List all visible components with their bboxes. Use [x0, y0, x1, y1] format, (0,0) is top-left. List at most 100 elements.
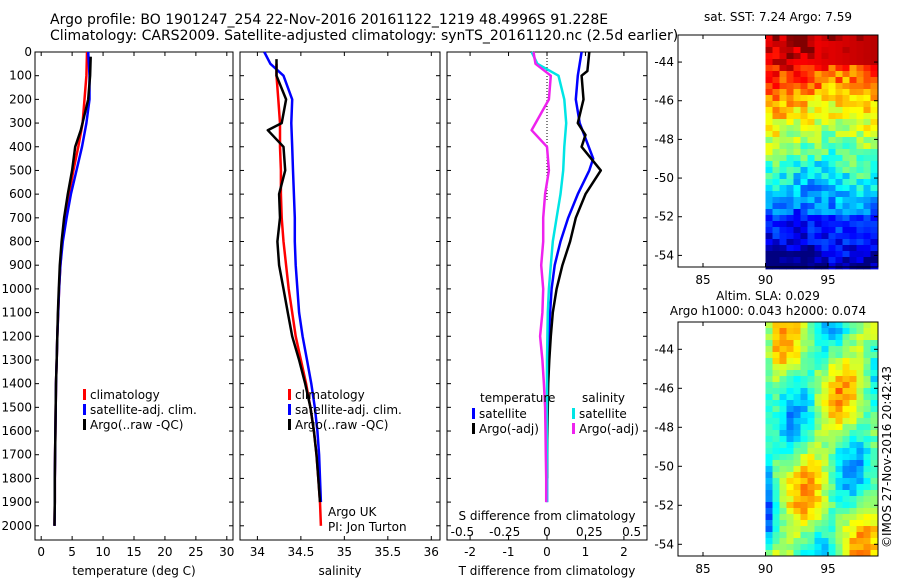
heatmap-cell [807, 263, 815, 270]
heatmap-cell [849, 418, 857, 425]
heatmap-cell [807, 442, 815, 449]
heatmap-cell [765, 113, 773, 120]
sst-map-panel: 85 90 95 -44 -46 -48 -50 -52 -54 sat. SST: 7.24 A… [654, 10, 879, 287]
x-tick-label: 35.5 [374, 545, 401, 559]
heatmap-cell [870, 430, 878, 437]
heatmap-cell [842, 77, 850, 84]
heatmap-cell [856, 358, 864, 365]
heatmap-cell [772, 340, 780, 347]
temperature-axes [34, 51, 234, 541]
heatmap-cell [849, 83, 857, 90]
heatmap-cell [772, 95, 780, 102]
heatmap-cell [828, 370, 836, 377]
heatmap-cell [828, 532, 836, 539]
heatmap-cell [772, 454, 780, 461]
heatmap-cell [842, 239, 850, 246]
y-tick-label: 1200 [1, 329, 32, 343]
heatmap-cell [835, 328, 843, 335]
heatmap-cell [793, 520, 801, 527]
heatmap-cell [821, 215, 829, 222]
heatmap-cell [779, 496, 787, 503]
heatmap-cell [856, 364, 864, 371]
heatmap-cell [793, 179, 801, 186]
heatmap-cell [772, 41, 780, 48]
heatmap-cell [779, 400, 787, 407]
heatmap-cell [842, 346, 850, 353]
heatmap-cell [856, 478, 864, 485]
heatmap-cell [842, 496, 850, 503]
heatmap-cell [849, 245, 857, 252]
heatmap-cell [786, 382, 794, 389]
heatmap-cell [849, 59, 857, 66]
heatmap-cell [814, 346, 822, 353]
heatmap-cell [800, 161, 808, 168]
heatmap-cell [814, 520, 822, 527]
heatmap-cell [793, 352, 801, 359]
heatmap-cell [856, 352, 864, 359]
heatmap-cell [863, 496, 871, 503]
heatmap-cell [835, 508, 843, 515]
heatmap-cell [870, 203, 878, 210]
heatmap-cell [800, 400, 808, 407]
heatmap-cell [863, 185, 871, 192]
heatmap-cell [870, 179, 878, 186]
heatmap-cell [863, 137, 871, 144]
heatmap-cell [821, 125, 829, 132]
heatmap-cell [835, 406, 843, 413]
heatmap-cell [765, 334, 773, 341]
heatmap-cell [870, 209, 878, 216]
heatmap-cell [786, 460, 794, 467]
heatmap-cell [849, 496, 857, 503]
heatmap-cell [849, 544, 857, 551]
heatmap-cell [800, 155, 808, 162]
heatmap-cell [856, 113, 864, 120]
sla-map-cells [765, 322, 879, 557]
heatmap-cell [849, 47, 857, 54]
heatmap-cell [779, 137, 787, 144]
heatmap-cell [793, 436, 801, 443]
heatmap-cell [842, 466, 850, 473]
heatmap-cell [800, 95, 808, 102]
heatmap-cell [793, 191, 801, 198]
heatmap-cell [842, 448, 850, 455]
heatmap-cell [835, 484, 843, 491]
x-tick-label: 35 [337, 545, 352, 559]
heatmap-cell [793, 478, 801, 485]
x-tick-label: 95 [820, 273, 835, 287]
heatmap-cell [772, 442, 780, 449]
heatmap-cell [779, 155, 787, 162]
heatmap-cell [856, 227, 864, 234]
heatmap-cell [842, 221, 850, 228]
heatmap-cell [835, 155, 843, 162]
heatmap-cell [835, 436, 843, 443]
heatmap-cell [772, 484, 780, 491]
heatmap-cell [842, 370, 850, 377]
heatmap-cell [835, 514, 843, 521]
heatmap-cell [765, 221, 773, 228]
heatmap-cell [807, 454, 815, 461]
heatmap-cell [779, 550, 787, 557]
heatmap-cell [786, 352, 794, 359]
heatmap-cell [842, 508, 850, 515]
heatmap-cell [870, 65, 878, 72]
heatmap-cell [828, 346, 836, 353]
heatmap-cell [800, 544, 808, 551]
heatmap-cell [849, 424, 857, 431]
heatmap-cell [828, 239, 836, 246]
heatmap-cell [786, 532, 794, 539]
heatmap-cell [765, 65, 773, 72]
heatmap-cell [842, 382, 850, 389]
heatmap-cell [765, 532, 773, 539]
legend-label: climatology [295, 388, 365, 402]
heatmap-cell [835, 472, 843, 479]
heatmap-cell [849, 233, 857, 240]
heatmap-cell [793, 466, 801, 473]
heatmap-cell [835, 376, 843, 383]
heatmap-cell [793, 41, 801, 48]
heatmap-cell [835, 95, 843, 102]
heatmap-cell [863, 460, 871, 467]
heatmap-cell [793, 161, 801, 168]
heatmap-cell [807, 502, 815, 509]
legend-label: satellite [579, 407, 627, 421]
heatmap-cell [786, 478, 794, 485]
